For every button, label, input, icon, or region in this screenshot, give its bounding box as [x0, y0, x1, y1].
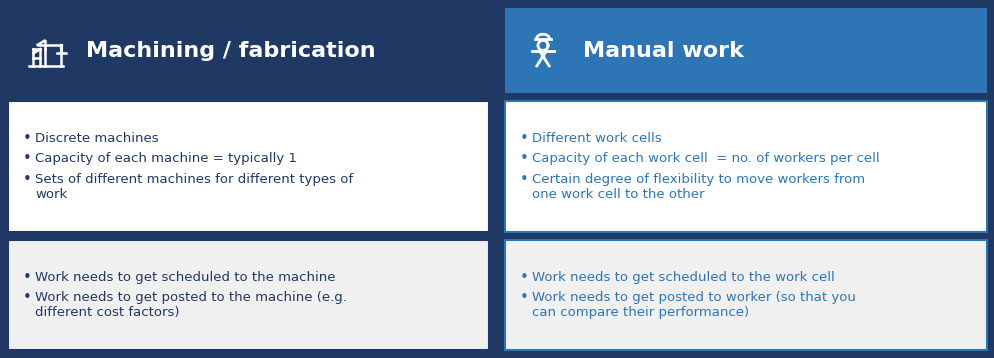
- FancyBboxPatch shape: [505, 8, 986, 93]
- FancyBboxPatch shape: [8, 240, 488, 350]
- Text: one work cell to the other: one work cell to the other: [532, 188, 704, 201]
- FancyBboxPatch shape: [8, 8, 488, 93]
- Text: Machining / fabrication: Machining / fabrication: [85, 40, 376, 61]
- Text: Work needs to get posted to the machine (e.g.: Work needs to get posted to the machine …: [35, 291, 347, 304]
- Text: •: •: [520, 171, 528, 187]
- Text: Work needs to get posted to worker (so that you: Work needs to get posted to worker (so t…: [532, 291, 855, 304]
- Text: •: •: [520, 270, 528, 285]
- FancyBboxPatch shape: [8, 101, 488, 232]
- Text: Different work cells: Different work cells: [532, 132, 661, 145]
- Text: Capacity of each machine = typically 1: Capacity of each machine = typically 1: [35, 153, 296, 165]
- Text: Work needs to get scheduled to the work cell: Work needs to get scheduled to the work …: [532, 271, 834, 284]
- Text: Discrete machines: Discrete machines: [35, 132, 158, 145]
- Text: can compare their performance): can compare their performance): [532, 306, 748, 319]
- FancyBboxPatch shape: [505, 101, 986, 232]
- Text: •: •: [23, 131, 32, 146]
- Text: Manual work: Manual work: [582, 40, 744, 61]
- Text: Capacity of each work cell  = no. of workers per cell: Capacity of each work cell = no. of work…: [532, 153, 879, 165]
- Text: different cost factors): different cost factors): [35, 306, 179, 319]
- Text: Sets of different machines for different types of: Sets of different machines for different…: [35, 173, 353, 185]
- Text: •: •: [520, 151, 528, 166]
- Text: work: work: [35, 188, 68, 201]
- Text: Work needs to get scheduled to the machine: Work needs to get scheduled to the machi…: [35, 271, 335, 284]
- FancyBboxPatch shape: [505, 240, 986, 350]
- Text: Certain degree of flexibility to move workers from: Certain degree of flexibility to move wo…: [532, 173, 864, 185]
- Text: •: •: [23, 171, 32, 187]
- Text: •: •: [23, 151, 32, 166]
- Text: •: •: [520, 131, 528, 146]
- Text: •: •: [23, 270, 32, 285]
- Text: •: •: [520, 290, 528, 305]
- Text: •: •: [23, 290, 32, 305]
